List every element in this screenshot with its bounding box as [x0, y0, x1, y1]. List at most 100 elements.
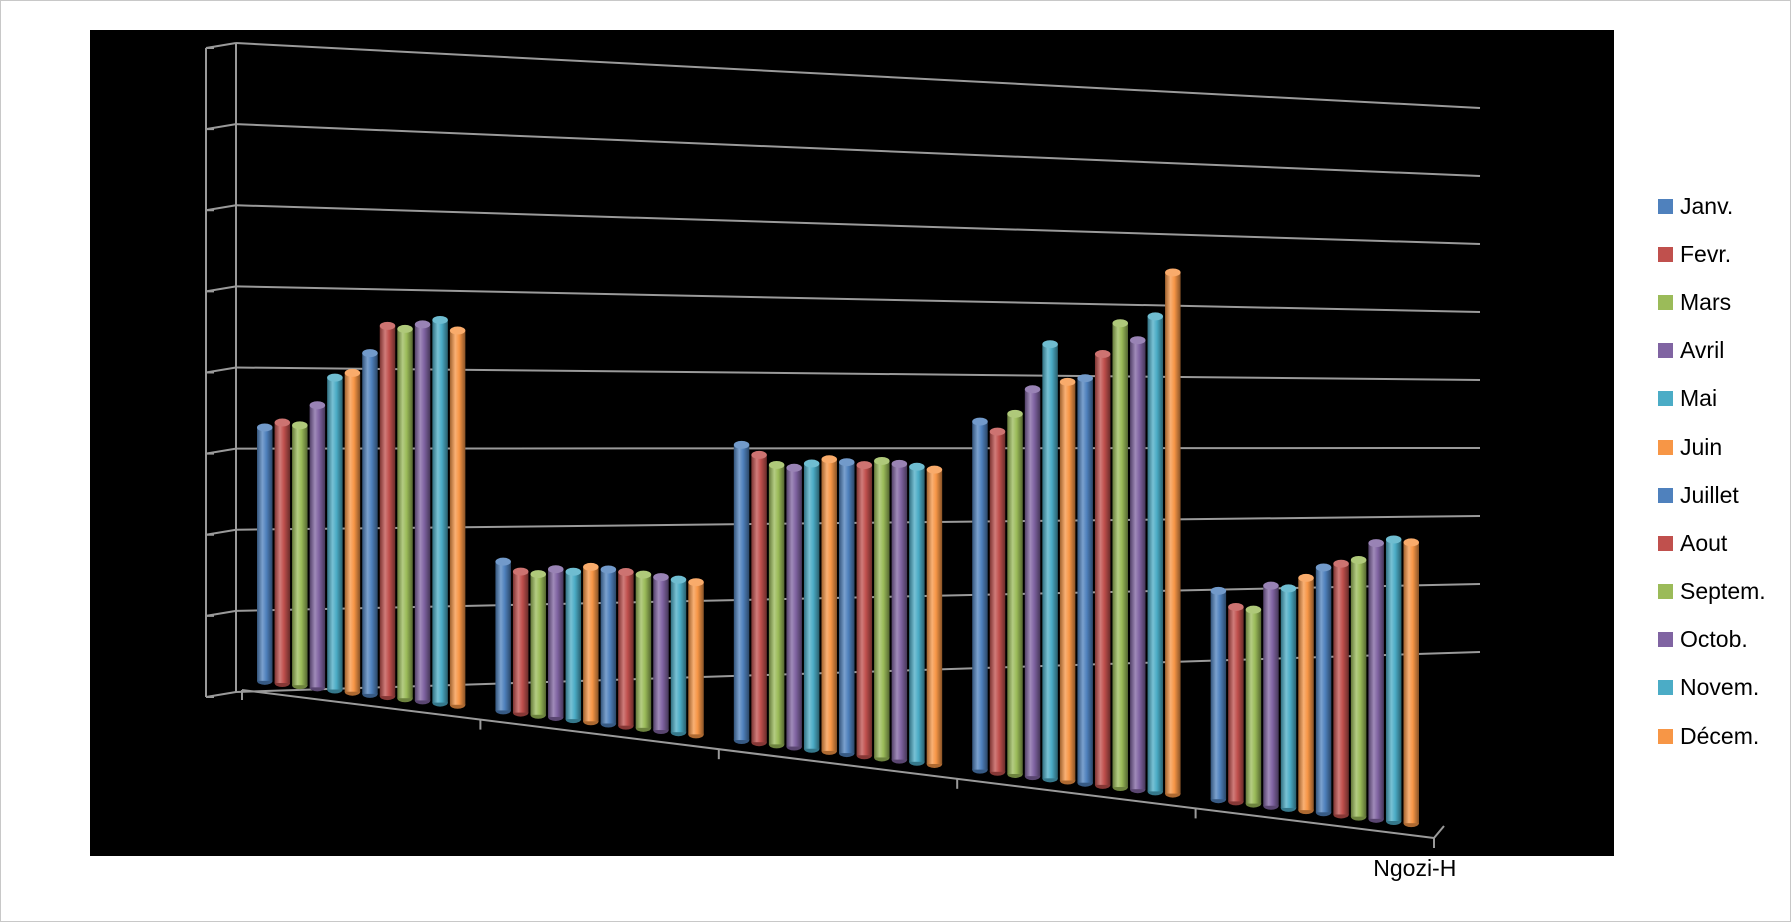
legend-swatch — [1658, 391, 1673, 407]
bar — [449, 326, 466, 709]
legend-label: Fevr. — [1680, 240, 1732, 267]
bar-body — [786, 467, 802, 747]
bar — [1147, 312, 1164, 796]
bar-cap — [1147, 312, 1164, 321]
bar-cap — [397, 324, 413, 333]
bar — [635, 570, 652, 732]
bar — [751, 450, 767, 747]
bar — [1165, 268, 1181, 798]
category-axis — [241, 689, 1435, 839]
bar — [548, 565, 564, 721]
bar-cap — [635, 570, 652, 579]
bar — [1228, 602, 1244, 806]
bar — [379, 321, 396, 701]
bar-body — [1245, 609, 1262, 804]
bar-body — [565, 571, 582, 720]
bar-body — [257, 427, 273, 681]
bar-body — [583, 566, 599, 722]
bar-cap — [449, 326, 466, 335]
bar — [839, 458, 855, 758]
bar-body — [618, 572, 634, 726]
legend-item: Novem. — [1658, 664, 1788, 712]
bar — [926, 465, 943, 768]
bar — [1298, 573, 1314, 815]
legend-swatch — [1658, 487, 1673, 503]
bar-cap — [1007, 409, 1023, 418]
bar-body — [548, 569, 564, 717]
bar-cap — [1403, 538, 1419, 547]
legend-swatch — [1658, 680, 1673, 696]
bar-cap — [1245, 605, 1262, 614]
bar — [891, 459, 908, 764]
bar — [1077, 374, 1093, 787]
legend-item: Octob. — [1658, 616, 1788, 664]
bar-body — [1368, 543, 1384, 819]
bar — [1280, 584, 1297, 812]
bar-body — [1077, 378, 1093, 783]
bar-body — [1403, 542, 1419, 824]
bar-body — [1094, 354, 1111, 785]
legend-swatch — [1658, 728, 1673, 744]
bar-cap — [733, 440, 750, 449]
bar — [989, 427, 1006, 776]
legend-item: Fevr. — [1658, 230, 1788, 278]
bar-body — [600, 569, 617, 724]
bar-body — [432, 319, 448, 703]
bar-cap — [1210, 586, 1227, 595]
bar-cap — [362, 349, 378, 358]
bar — [733, 440, 750, 745]
bar-body — [909, 466, 925, 762]
bar-cap — [1130, 336, 1146, 345]
bar — [1112, 319, 1128, 792]
bar-cap — [688, 578, 704, 587]
bar-cap — [1315, 563, 1332, 572]
bar-cap — [257, 423, 273, 432]
bar-body — [733, 444, 750, 741]
floor-edge — [1433, 825, 1445, 839]
bar-body — [495, 561, 511, 711]
bar-cap — [1368, 539, 1384, 548]
bar-cap — [1059, 377, 1076, 386]
bar — [618, 568, 634, 730]
legend-label: Janv. — [1680, 192, 1734, 219]
bar — [512, 567, 529, 717]
bar-cap — [891, 459, 908, 468]
bar-cap — [344, 368, 361, 377]
bar-body — [1385, 539, 1402, 821]
bar-body — [362, 353, 378, 694]
bar-body — [1333, 563, 1349, 815]
bar-cap — [309, 401, 326, 410]
bar-body — [274, 422, 291, 684]
bars — [257, 268, 1419, 828]
bar-cap — [618, 568, 634, 577]
bar-body — [397, 328, 413, 699]
bar-body — [1315, 567, 1332, 813]
bar-body — [1280, 588, 1297, 808]
bar — [292, 421, 308, 690]
bar-body — [512, 571, 529, 713]
bar-cap — [292, 421, 308, 430]
bar-cap — [548, 565, 564, 574]
bar — [1059, 377, 1076, 785]
legend-swatch — [1658, 439, 1673, 455]
bar — [1245, 605, 1262, 808]
bar-cap — [414, 320, 431, 329]
bar — [397, 324, 413, 703]
bar-cap — [1333, 559, 1349, 568]
bar — [414, 320, 431, 705]
bar — [1368, 539, 1384, 823]
category-labels: Ngozi-H — [1373, 855, 1456, 881]
bar-body — [1350, 559, 1367, 817]
bar-cap — [495, 557, 511, 566]
bar-body — [1130, 340, 1146, 790]
bar — [768, 460, 785, 749]
bar-body — [1147, 316, 1164, 792]
bar — [432, 315, 448, 707]
legend-label: Mai — [1680, 385, 1718, 412]
bar — [856, 461, 873, 760]
bar-cap — [1112, 319, 1128, 328]
legend-item: Avril — [1658, 327, 1788, 375]
bar — [1007, 409, 1023, 778]
legend-item: Décem. — [1658, 712, 1788, 760]
bar — [874, 456, 890, 762]
